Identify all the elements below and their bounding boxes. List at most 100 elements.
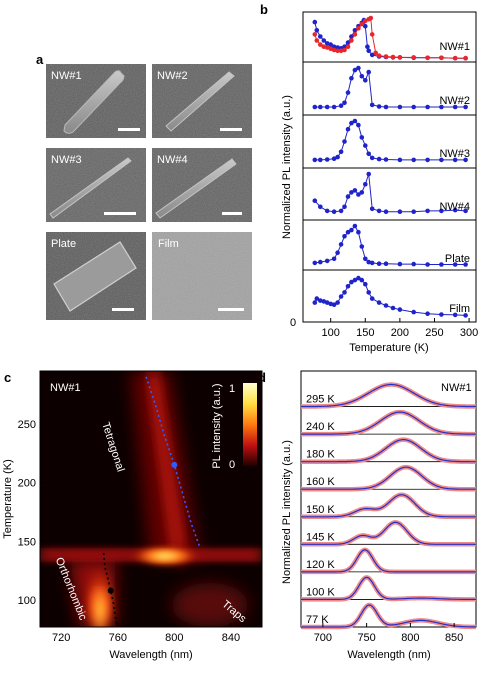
panel-b-point: [345, 44, 351, 49]
panel-b-point: [338, 208, 344, 214]
heatmap-image: [40, 371, 262, 627]
panel-b-point: [383, 261, 389, 267]
panel-d-fit-curve: [301, 411, 476, 435]
panel-b-point: [463, 104, 468, 110]
panel-b-point: [338, 294, 344, 299]
panel-b-point: [439, 104, 444, 110]
panel-b-point: [369, 32, 375, 37]
panel-d-temperature-label: 160 K: [306, 476, 335, 488]
panel-b-point: [411, 309, 417, 315]
phase-guide-arrowhead: [107, 587, 114, 594]
panel-b-row-label: Plate: [445, 253, 470, 265]
colorbar-label: PL intensity (a.u.): [211, 383, 223, 468]
panel-b-point: [356, 229, 361, 235]
panel-b-point: [335, 154, 340, 160]
panel-b-point: [312, 157, 318, 163]
panel-b-point: [366, 171, 372, 177]
panel-b-row-label: NW#3: [439, 148, 470, 160]
panel-b-point: [331, 44, 337, 49]
panel-b-x-tick-label: 150: [356, 327, 374, 339]
panel-b-point: [352, 32, 358, 37]
panel-b-point: [425, 262, 430, 267]
panel-b-point: [349, 279, 354, 285]
panel-d-x-ticks: 700 750 800 850: [314, 623, 463, 644]
sem-label-nw1: NW#1: [51, 70, 82, 82]
panel-b-point: [349, 76, 354, 81]
panel-b-frame: [302, 11, 477, 323]
panel-b-point: [397, 307, 403, 312]
panel-b-point: [345, 229, 351, 235]
panel-b-point: [356, 26, 361, 31]
panel-b-x-tick-label: 200: [391, 327, 409, 339]
panel-b-point: [359, 135, 365, 140]
panel-b-point: [335, 48, 340, 54]
sem-label-nw4: NW#4: [157, 154, 188, 166]
panel-b-point: [342, 100, 347, 106]
panel-b-point: [363, 78, 368, 83]
panel-b-chart: NW#1 NW#2 NW#3 NW#4 Plate Film 100 150 200 250 30…: [281, 11, 478, 354]
panel-d-title: NW#1: [441, 382, 472, 394]
panel-b-point: [352, 223, 358, 229]
phase-guide-arrowhead: [171, 461, 178, 468]
panel-b-point: [331, 256, 337, 262]
panel-d-x-label: Wavelength (nm): [347, 649, 430, 661]
panel-b-point: [318, 204, 323, 210]
panel-letter-a: a: [36, 52, 44, 67]
panel-b-point: [383, 157, 389, 162]
panel-b-point: [366, 48, 372, 54]
panel-d-fit-curve: [301, 549, 476, 573]
panel-b-point: [366, 69, 372, 75]
panel-b-point: [324, 157, 330, 162]
panel-b-point: [331, 209, 337, 214]
panel-c-x-tick-label: 800: [165, 632, 183, 644]
panel-d-temperature-label: 120 K: [306, 559, 335, 571]
panel-b-point: [463, 208, 468, 214]
panel-b-point: [312, 198, 318, 203]
panel-b-point: [463, 262, 468, 267]
panel-b-point: [356, 122, 361, 128]
panel-letter-c: c: [4, 370, 11, 385]
panel-b-point: [342, 234, 347, 239]
panel-b-point: [363, 281, 368, 287]
colorbar-tick-min: 0: [229, 459, 235, 471]
panel-b-point: [425, 55, 430, 61]
panel-b-point: [439, 262, 444, 267]
panel-b-point: [318, 298, 323, 303]
panel-b-point: [359, 277, 365, 283]
panel-b-point: [452, 312, 458, 318]
panel-b-point: [463, 55, 468, 61]
panel-b-series-line: [314, 173, 466, 213]
panel-b-point: [345, 126, 351, 132]
colorbar-tick-max: 1: [229, 383, 235, 395]
panel-b-point: [376, 208, 382, 214]
panel-b-point: [376, 300, 382, 305]
panel-b-point: [365, 44, 370, 49]
panel-d-x-tick-label: 700: [314, 632, 332, 644]
panel-b-point: [331, 47, 337, 53]
panel-d-x-tick-label: 750: [357, 632, 375, 644]
panel-b-point: [338, 103, 344, 108]
panel-b-x-tick-label: 300: [460, 327, 478, 339]
panel-b-series-line: [314, 67, 466, 108]
panel-d-temperature-label: 145 K: [306, 531, 335, 543]
panel-b-point: [425, 208, 430, 214]
panel-b-point: [349, 227, 354, 233]
panel-b-point: [363, 256, 368, 262]
panel-b-point: [342, 139, 347, 144]
panel-d-temperature-label: 150 K: [306, 504, 335, 516]
panel-b-point: [331, 302, 337, 308]
panel-b-point: [368, 15, 374, 21]
panel-c-phase-guides: [102, 376, 201, 624]
panel-b-point: [352, 188, 358, 193]
panel-b-point: [328, 42, 334, 47]
panel-d-temperature-label: 100 K: [306, 586, 335, 598]
panel-b-row-label: NW#4: [439, 201, 470, 213]
panel-b-point: [369, 296, 375, 301]
panel-b-point: [411, 55, 417, 60]
panel-b-point: [342, 47, 347, 53]
panel-b-point: [349, 120, 354, 126]
panel-d-plot: 295 K 240 K 180 K 160 K 150 K 145 K 120 K 100 K…: [299, 382, 478, 630]
panel-b-point: [363, 143, 368, 148]
panel-b-point: [324, 104, 330, 110]
panel-b-point: [376, 104, 382, 109]
